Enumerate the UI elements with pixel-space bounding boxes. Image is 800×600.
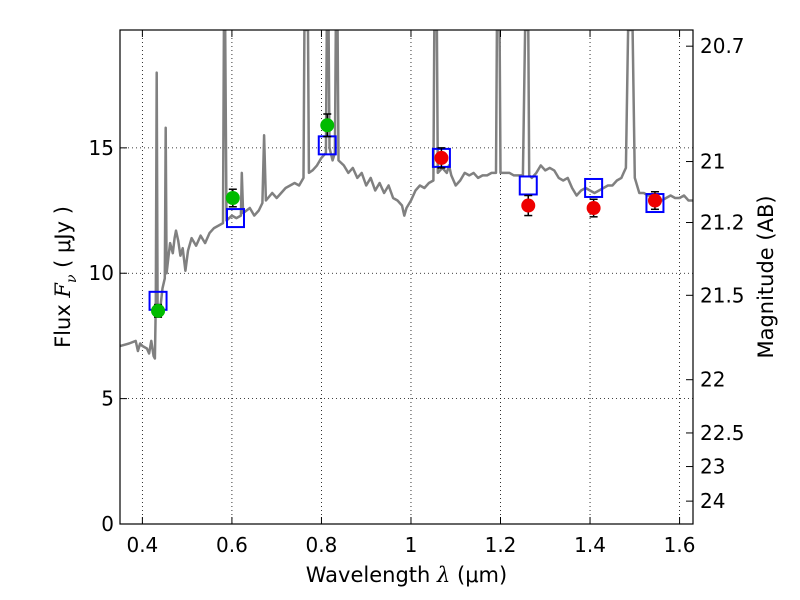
plot-area [120, 30, 693, 524]
model-photometry-box [584, 177, 604, 198]
y-tick-label: 10 [89, 261, 114, 285]
model-photometry-box [225, 208, 245, 229]
x-tick-label: 1 [405, 533, 418, 557]
green-data-point [320, 118, 335, 133]
y2-tick-label: 21 [700, 150, 725, 174]
x-tick-label: 0.8 [306, 533, 338, 557]
red-data-point [521, 198, 536, 213]
red-data-point [647, 193, 662, 208]
data-marks [120, 30, 693, 360]
y-tick-label: 15 [89, 136, 114, 160]
y2-tick-label: 24 [700, 489, 725, 513]
x-tick-label: 0.6 [216, 533, 248, 557]
x-tick-label: 0.4 [126, 533, 158, 557]
y-tick-label: 0 [101, 512, 114, 536]
y2-tick-label: 22.5 [700, 421, 745, 445]
x-tick-label: 1.4 [574, 533, 606, 557]
plot-frame [119, 29, 694, 525]
y2-tick-label: 21.2 [700, 211, 745, 235]
y2-axis-label: Magnitude (AB) [754, 195, 778, 358]
green-data-point [225, 191, 240, 206]
x-tick-label: 1.2 [485, 533, 517, 557]
y2-tick-label: 21.5 [700, 283, 745, 307]
y2-tick-label: 23 [700, 455, 725, 479]
y-tick-label: 5 [101, 387, 114, 411]
green-data-point [151, 303, 166, 318]
red-data-point [434, 150, 449, 165]
model-photometry-box [518, 175, 538, 196]
axis-ticks: 0.4 0.6 0.8 1 1.2 1.4 1.6 0 5 10 15 20.7 21 21.2 21.5 2… [89, 30, 745, 557]
y-axis-label: Flux Fν ( μJy ) [51, 206, 80, 348]
x-tick-label: 1.6 [664, 533, 696, 557]
y2-tick-label: 22 [700, 368, 725, 392]
red-data-point [586, 201, 601, 216]
model-spectrum-line [120, 30, 693, 360]
y2-tick-label: 20.7 [700, 34, 745, 58]
x-axis-label: Wavelength λ (μm) [306, 563, 507, 587]
